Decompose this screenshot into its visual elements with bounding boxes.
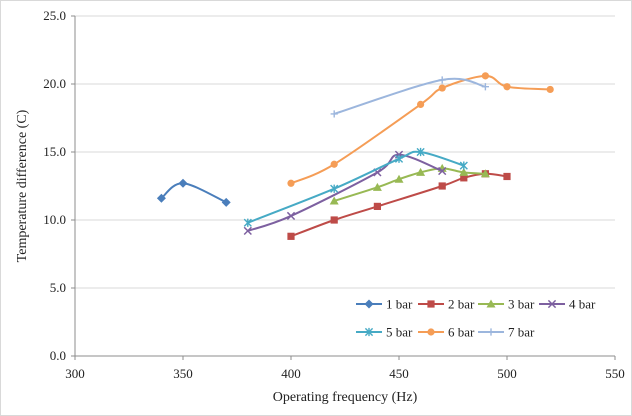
gridlines bbox=[75, 15, 615, 289]
legend-label: 7 bar bbox=[508, 325, 535, 340]
data-point bbox=[438, 76, 446, 84]
data-point bbox=[503, 172, 511, 181]
data-point bbox=[481, 83, 489, 91]
series-line bbox=[160, 182, 227, 204]
legend-swatch-marker bbox=[364, 299, 374, 309]
data-point bbox=[460, 174, 468, 182]
data-point bbox=[438, 182, 446, 190]
data-point bbox=[156, 193, 166, 203]
data-point bbox=[287, 179, 295, 187]
legend-entry: 7 bar bbox=[478, 325, 535, 340]
legend-swatch-marker bbox=[427, 300, 435, 308]
legend-swatch-marker bbox=[364, 327, 374, 337]
legend-label: 2 bar bbox=[448, 297, 475, 312]
series-line bbox=[290, 74, 551, 185]
series-6 bbox=[287, 72, 554, 187]
data-point bbox=[287, 232, 295, 240]
legend-swatch-marker bbox=[487, 328, 495, 336]
legend-label: 3 bar bbox=[508, 297, 535, 312]
data-point bbox=[416, 167, 426, 176]
series-layer bbox=[156, 72, 554, 240]
y-tick-label: 5.0 bbox=[50, 280, 66, 295]
series-7 bbox=[330, 76, 489, 118]
series-line bbox=[290, 172, 508, 238]
data-point bbox=[330, 184, 339, 193]
series-line bbox=[333, 77, 486, 115]
data-point bbox=[394, 154, 404, 163]
data-point bbox=[243, 218, 252, 227]
data-point bbox=[546, 85, 554, 94]
data-point bbox=[438, 166, 447, 176]
legend-entry: 2 bar bbox=[418, 297, 475, 312]
data-point bbox=[330, 216, 338, 224]
legend-entry: 3 bar bbox=[478, 297, 535, 312]
y-tick-label: 20.0 bbox=[43, 76, 66, 91]
data-point bbox=[330, 160, 338, 168]
legend-label: 6 bar bbox=[448, 325, 475, 340]
y-tick-label: 25.0 bbox=[43, 8, 66, 23]
y-axis-title: Temperature difference (C) bbox=[15, 109, 30, 262]
data-point bbox=[330, 110, 338, 118]
x-axis-title: Operating frequency (Hz) bbox=[273, 390, 418, 405]
legend: 1 bar 2 bar 3 bar 4 bar 5 bar 6 bar 7 bar bbox=[356, 297, 596, 340]
data-point bbox=[481, 72, 489, 80]
data-point bbox=[416, 147, 425, 157]
data-point bbox=[286, 211, 296, 221]
x-tick-label: 500 bbox=[497, 366, 517, 381]
axes: 0.0 5.0 10.0 15.0 20.0 25.0 300 350 400 450 500 550 bbox=[43, 8, 625, 381]
series-line bbox=[247, 153, 443, 232]
legend-label: 5 bar bbox=[386, 325, 413, 340]
data-point bbox=[221, 197, 231, 207]
data-point bbox=[243, 226, 252, 236]
legend-label: 4 bar bbox=[569, 297, 596, 312]
data-point bbox=[459, 167, 469, 176]
data-point bbox=[178, 178, 188, 188]
data-point bbox=[373, 202, 381, 210]
series-line bbox=[247, 150, 465, 224]
series-5 bbox=[243, 147, 468, 227]
data-point bbox=[417, 100, 425, 108]
legend-label: 1 bar bbox=[386, 297, 413, 312]
legend-swatch-marker bbox=[427, 328, 435, 336]
y-tick-label: 15.0 bbox=[43, 144, 66, 159]
data-point bbox=[459, 161, 468, 170]
legend-entry: 6 bar bbox=[418, 325, 475, 340]
x-tick-label: 550 bbox=[605, 366, 625, 381]
y-tick-label: 0.0 bbox=[50, 348, 66, 363]
x-tick-label: 450 bbox=[389, 366, 409, 381]
legend-entry: 5 bar bbox=[356, 325, 413, 340]
series-4 bbox=[243, 150, 447, 236]
data-point bbox=[329, 196, 339, 205]
data-point bbox=[438, 84, 446, 92]
legend-entry: 1 bar bbox=[356, 297, 413, 312]
data-point bbox=[503, 83, 511, 91]
x-tick-label: 400 bbox=[281, 366, 301, 381]
data-point bbox=[372, 182, 382, 191]
legend-swatch-marker bbox=[547, 299, 557, 309]
y-tick-label: 10.0 bbox=[43, 212, 66, 227]
data-point bbox=[480, 169, 490, 178]
legend-entry: 4 bar bbox=[539, 297, 596, 312]
x-tick-label: 350 bbox=[173, 366, 193, 381]
x-tick-label: 300 bbox=[65, 366, 85, 381]
data-point bbox=[394, 174, 404, 183]
legend-swatch-marker bbox=[486, 299, 496, 308]
series-1 bbox=[156, 178, 231, 207]
